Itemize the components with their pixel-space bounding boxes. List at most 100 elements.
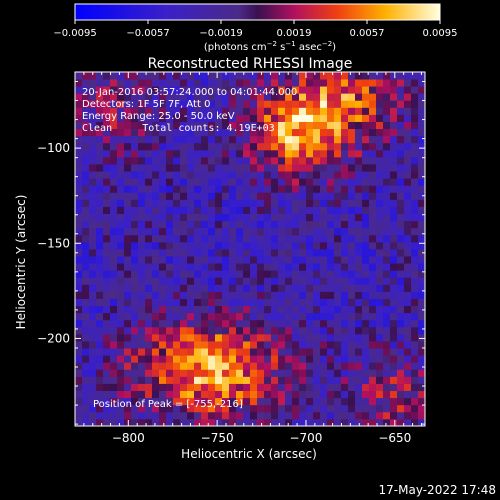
heatmap-cell <box>131 227 139 236</box>
heatmap-cell <box>418 333 426 342</box>
heatmap-cell <box>320 128 328 137</box>
heatmap-cell <box>299 263 307 271</box>
heatmap-cell <box>236 114 244 122</box>
heatmap-cell <box>159 135 167 144</box>
heatmap-cell <box>306 192 314 200</box>
heatmap-cell <box>334 305 342 314</box>
heatmap-cell <box>257 149 265 158</box>
heatmap-cell <box>236 284 244 292</box>
heatmap-cell <box>369 156 377 165</box>
heatmap-cell <box>159 256 167 264</box>
heatmap-cell <box>103 114 111 122</box>
heatmap-cell <box>222 220 230 229</box>
heatmap-cell <box>292 79 300 87</box>
heatmap-cell <box>418 298 426 307</box>
heatmap-cell <box>320 142 328 151</box>
heatmap-cell <box>194 326 202 335</box>
heatmap-cell <box>222 178 230 186</box>
heatmap-cell <box>271 312 279 321</box>
heatmap-cell <box>411 341 419 349</box>
heatmap-cell <box>341 376 349 384</box>
heatmap-cell <box>257 383 265 391</box>
heatmap-cell <box>320 241 328 250</box>
heatmap-cell <box>152 234 160 243</box>
heatmap-cell <box>180 319 188 328</box>
heatmap-cell <box>194 185 202 193</box>
heatmap-cell <box>124 312 132 321</box>
heatmap-cell <box>362 369 370 377</box>
heatmap-cell <box>194 298 202 307</box>
heatmap-cell <box>278 171 286 179</box>
heatmap-cell <box>159 156 167 165</box>
heatmap-cell <box>320 362 328 370</box>
heatmap-cell <box>159 319 167 328</box>
heatmap-cell <box>110 86 118 94</box>
heatmap-cell <box>215 362 223 370</box>
heatmap-cell <box>390 411 398 420</box>
heatmap-cell <box>124 249 132 257</box>
heatmap-cell <box>404 93 412 101</box>
heatmap-cell <box>271 93 279 101</box>
heatmap-cell <box>362 355 370 363</box>
heatmap-cell <box>327 291 335 299</box>
heatmap-cell <box>138 263 146 271</box>
heatmap-cell <box>215 369 223 377</box>
heatmap-cell <box>306 79 314 87</box>
heatmap-cell <box>194 355 202 363</box>
heatmap-cell <box>411 256 419 264</box>
heatmap-cell <box>236 192 244 200</box>
heatmap-cell <box>390 369 398 377</box>
heatmap-cell <box>292 376 300 384</box>
heatmap-cell <box>376 270 384 278</box>
heatmap-cell <box>369 348 377 356</box>
heatmap-cell <box>257 220 265 229</box>
heatmap-cell <box>411 220 419 229</box>
heatmap-cell <box>96 185 104 193</box>
heatmap-cell <box>271 135 279 144</box>
heatmap-cell <box>285 326 293 335</box>
heatmap-cell <box>117 100 125 108</box>
heatmap-cell <box>187 114 195 122</box>
heatmap-cell <box>257 284 265 292</box>
heatmap-cell <box>334 341 342 349</box>
heatmap-cell <box>390 234 398 243</box>
heatmap-cell <box>250 156 258 165</box>
heatmap-cell <box>110 256 118 264</box>
heatmap-cell <box>313 355 321 363</box>
heatmap-cell <box>341 263 349 271</box>
heatmap-cell <box>257 298 265 307</box>
heatmap-cell <box>362 86 370 94</box>
heatmap-cell <box>348 142 356 151</box>
heatmap-cell <box>159 390 167 399</box>
heatmap-cell <box>404 149 412 158</box>
heatmap-cell <box>145 142 153 151</box>
heatmap-cell <box>355 418 363 427</box>
heatmap-cell <box>173 312 181 321</box>
heatmap-cell <box>334 376 342 384</box>
heatmap-cell <box>390 305 398 314</box>
heatmap-cell <box>89 348 97 356</box>
heatmap-cell <box>229 213 237 222</box>
heatmap-cell <box>397 390 405 399</box>
heatmap-cell <box>82 298 90 307</box>
heatmap-cell <box>313 86 321 94</box>
heatmap-cell <box>341 284 349 292</box>
heatmap-cell <box>222 418 230 427</box>
heatmap-cell <box>355 348 363 356</box>
heatmap-cell <box>103 241 111 250</box>
heatmap-cell <box>320 72 328 80</box>
heatmap-cell <box>390 256 398 264</box>
heatmap-cell <box>411 348 419 356</box>
heatmap-cell <box>411 270 419 278</box>
heatmap-cell <box>194 227 202 236</box>
heatmap-cell <box>103 107 111 115</box>
heatmap-cell <box>89 199 97 207</box>
heatmap-cell <box>299 206 307 214</box>
timestamp: 17-May-2022 17:48 <box>379 483 496 497</box>
heatmap-cell <box>278 263 286 271</box>
heatmap-cell <box>362 185 370 193</box>
heatmap-cell <box>173 369 181 377</box>
heatmap-cell <box>383 72 391 80</box>
heatmap-cell <box>348 404 356 413</box>
heatmap-cell <box>285 178 293 186</box>
